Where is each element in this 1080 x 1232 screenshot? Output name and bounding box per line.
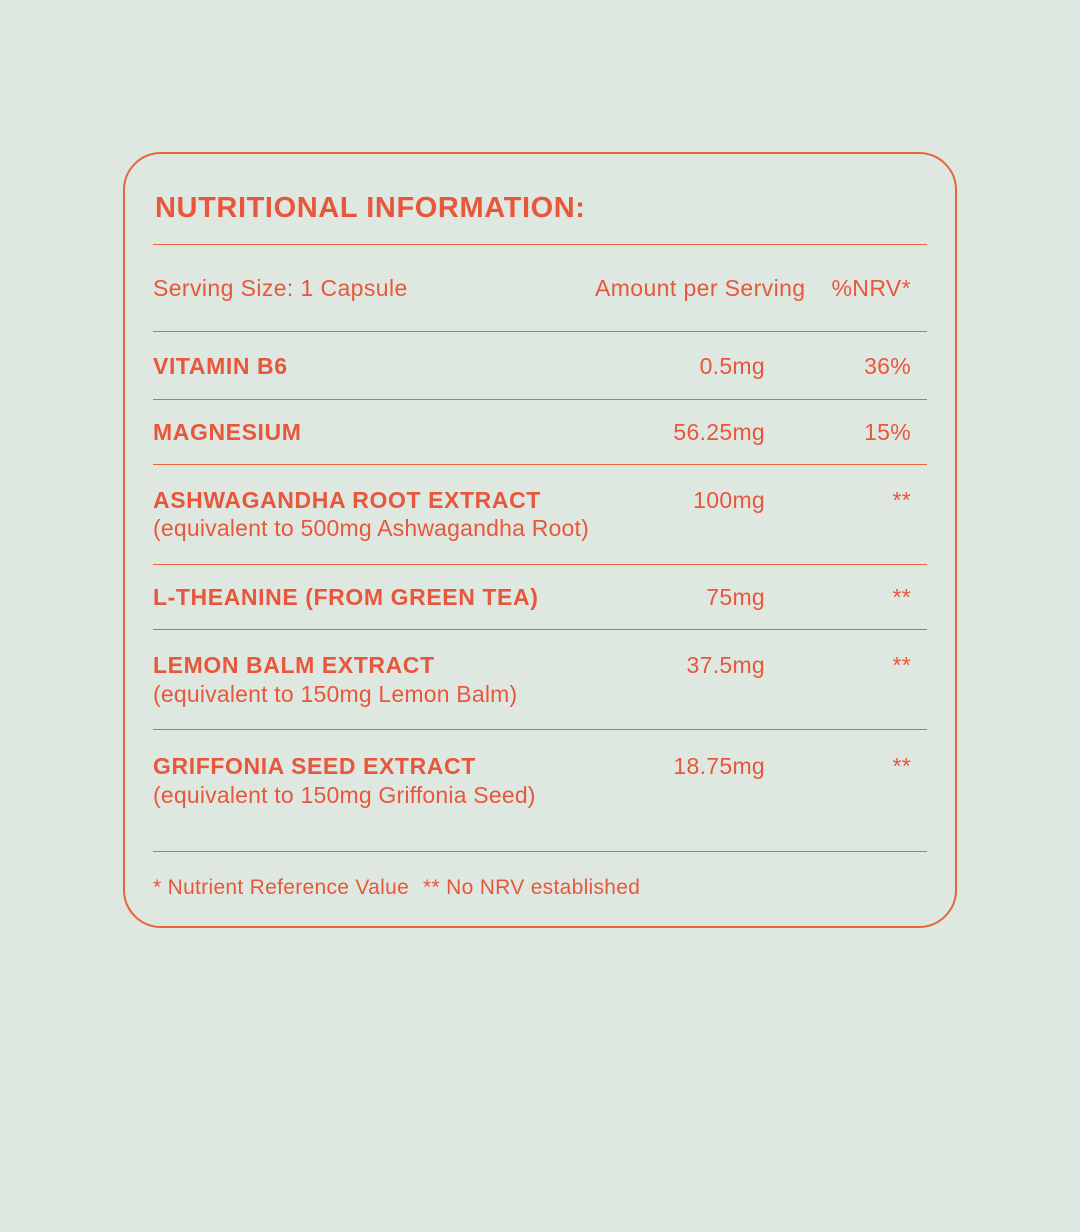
nutrient-nrv: ** [892, 753, 911, 780]
serving-size-label: Serving Size: 1 Capsule [153, 275, 408, 301]
nutrient-row-magnesium: MAGNESIUM 56.25mg 15% [153, 400, 927, 465]
nutrient-nrv: ** [892, 486, 911, 513]
table-header-row: Serving Size: 1 Capsule Amount per Servi… [153, 245, 927, 332]
nutrient-name: ASHWAGANDHA ROOT EXTRACT [153, 486, 541, 513]
amount-column-header: Amount per Serving [595, 275, 806, 301]
no-nrv-footnote: ** No NRV established [423, 875, 641, 899]
footnote-section: * Nutrient Reference Value ** No NRV esta… [153, 852, 927, 900]
nutrient-equivalent: (equivalent to 150mg Lemon Balm) [153, 680, 518, 707]
nutrient-name-cell: L-THEANINE (FROM GREEN TEA) [153, 583, 595, 612]
nutrient-nrv: 15% [864, 418, 911, 445]
nutrient-amount: 18.75mg [673, 753, 765, 780]
nutrient-name-cell: GRIFFONIA SEED EXTRACT (equivalent to 15… [153, 752, 595, 810]
nutrient-name: VITAMIN B6 [153, 353, 288, 379]
nutrient-name-cell: VITAMIN B6 [153, 352, 595, 381]
nutrient-name: LEMON BALM EXTRACT [153, 651, 435, 678]
nutrient-amount: 100mg [693, 486, 765, 513]
nutrient-amount: 0.5mg [699, 353, 765, 379]
nutrition-facts-card: NUTRITIONAL INFORMATION: Serving Size: 1… [123, 152, 957, 928]
nutrient-amount: 37.5mg [686, 651, 765, 678]
nutrient-nrv: 36% [864, 353, 911, 379]
nutrient-row-griffonia: GRIFFONIA SEED EXTRACT (equivalent to 15… [153, 730, 927, 852]
nutrient-equivalent: (equivalent to 150mg Griffonia Seed) [153, 782, 536, 808]
nutrient-name-cell: LEMON BALM EXTRACT (equivalent to 150mg … [153, 651, 595, 709]
nutrient-name: GRIFFONIA SEED EXTRACT [153, 753, 476, 780]
nutrient-name: L-THEANINE (FROM GREEN TEA) [153, 584, 539, 610]
nutrient-row-vitamin-b6: VITAMIN B6 0.5mg 36% [153, 332, 927, 400]
nutrient-name-cell: MAGNESIUM [153, 418, 595, 447]
nutrient-amount: 56.25mg [673, 418, 765, 445]
nutrient-row-ashwagandha: ASHWAGANDHA ROOT EXTRACT (equivalent to … [153, 465, 927, 565]
nutrient-nrv: ** [892, 651, 911, 678]
nutrient-name-cell: ASHWAGANDHA ROOT EXTRACT (equivalent to … [153, 486, 595, 544]
nutrient-row-lemon-balm: LEMON BALM EXTRACT (equivalent to 150mg … [153, 630, 927, 731]
nrv-column-header: %NRV* [831, 275, 911, 301]
nutrient-amount: 75mg [706, 584, 765, 610]
title-section: NUTRITIONAL INFORMATION: [153, 154, 927, 245]
nutrient-name: MAGNESIUM [153, 418, 302, 445]
nutrient-equivalent: (equivalent to 500mg Ashwagandha Root) [153, 515, 589, 542]
nutrient-row-l-theanine: L-THEANINE (FROM GREEN TEA) 75mg ** [153, 565, 927, 630]
nutrient-nrv: ** [892, 584, 911, 610]
nrv-footnote: * Nutrient Reference Value [153, 875, 410, 899]
nutrition-title: NUTRITIONAL INFORMATION: [155, 192, 586, 224]
